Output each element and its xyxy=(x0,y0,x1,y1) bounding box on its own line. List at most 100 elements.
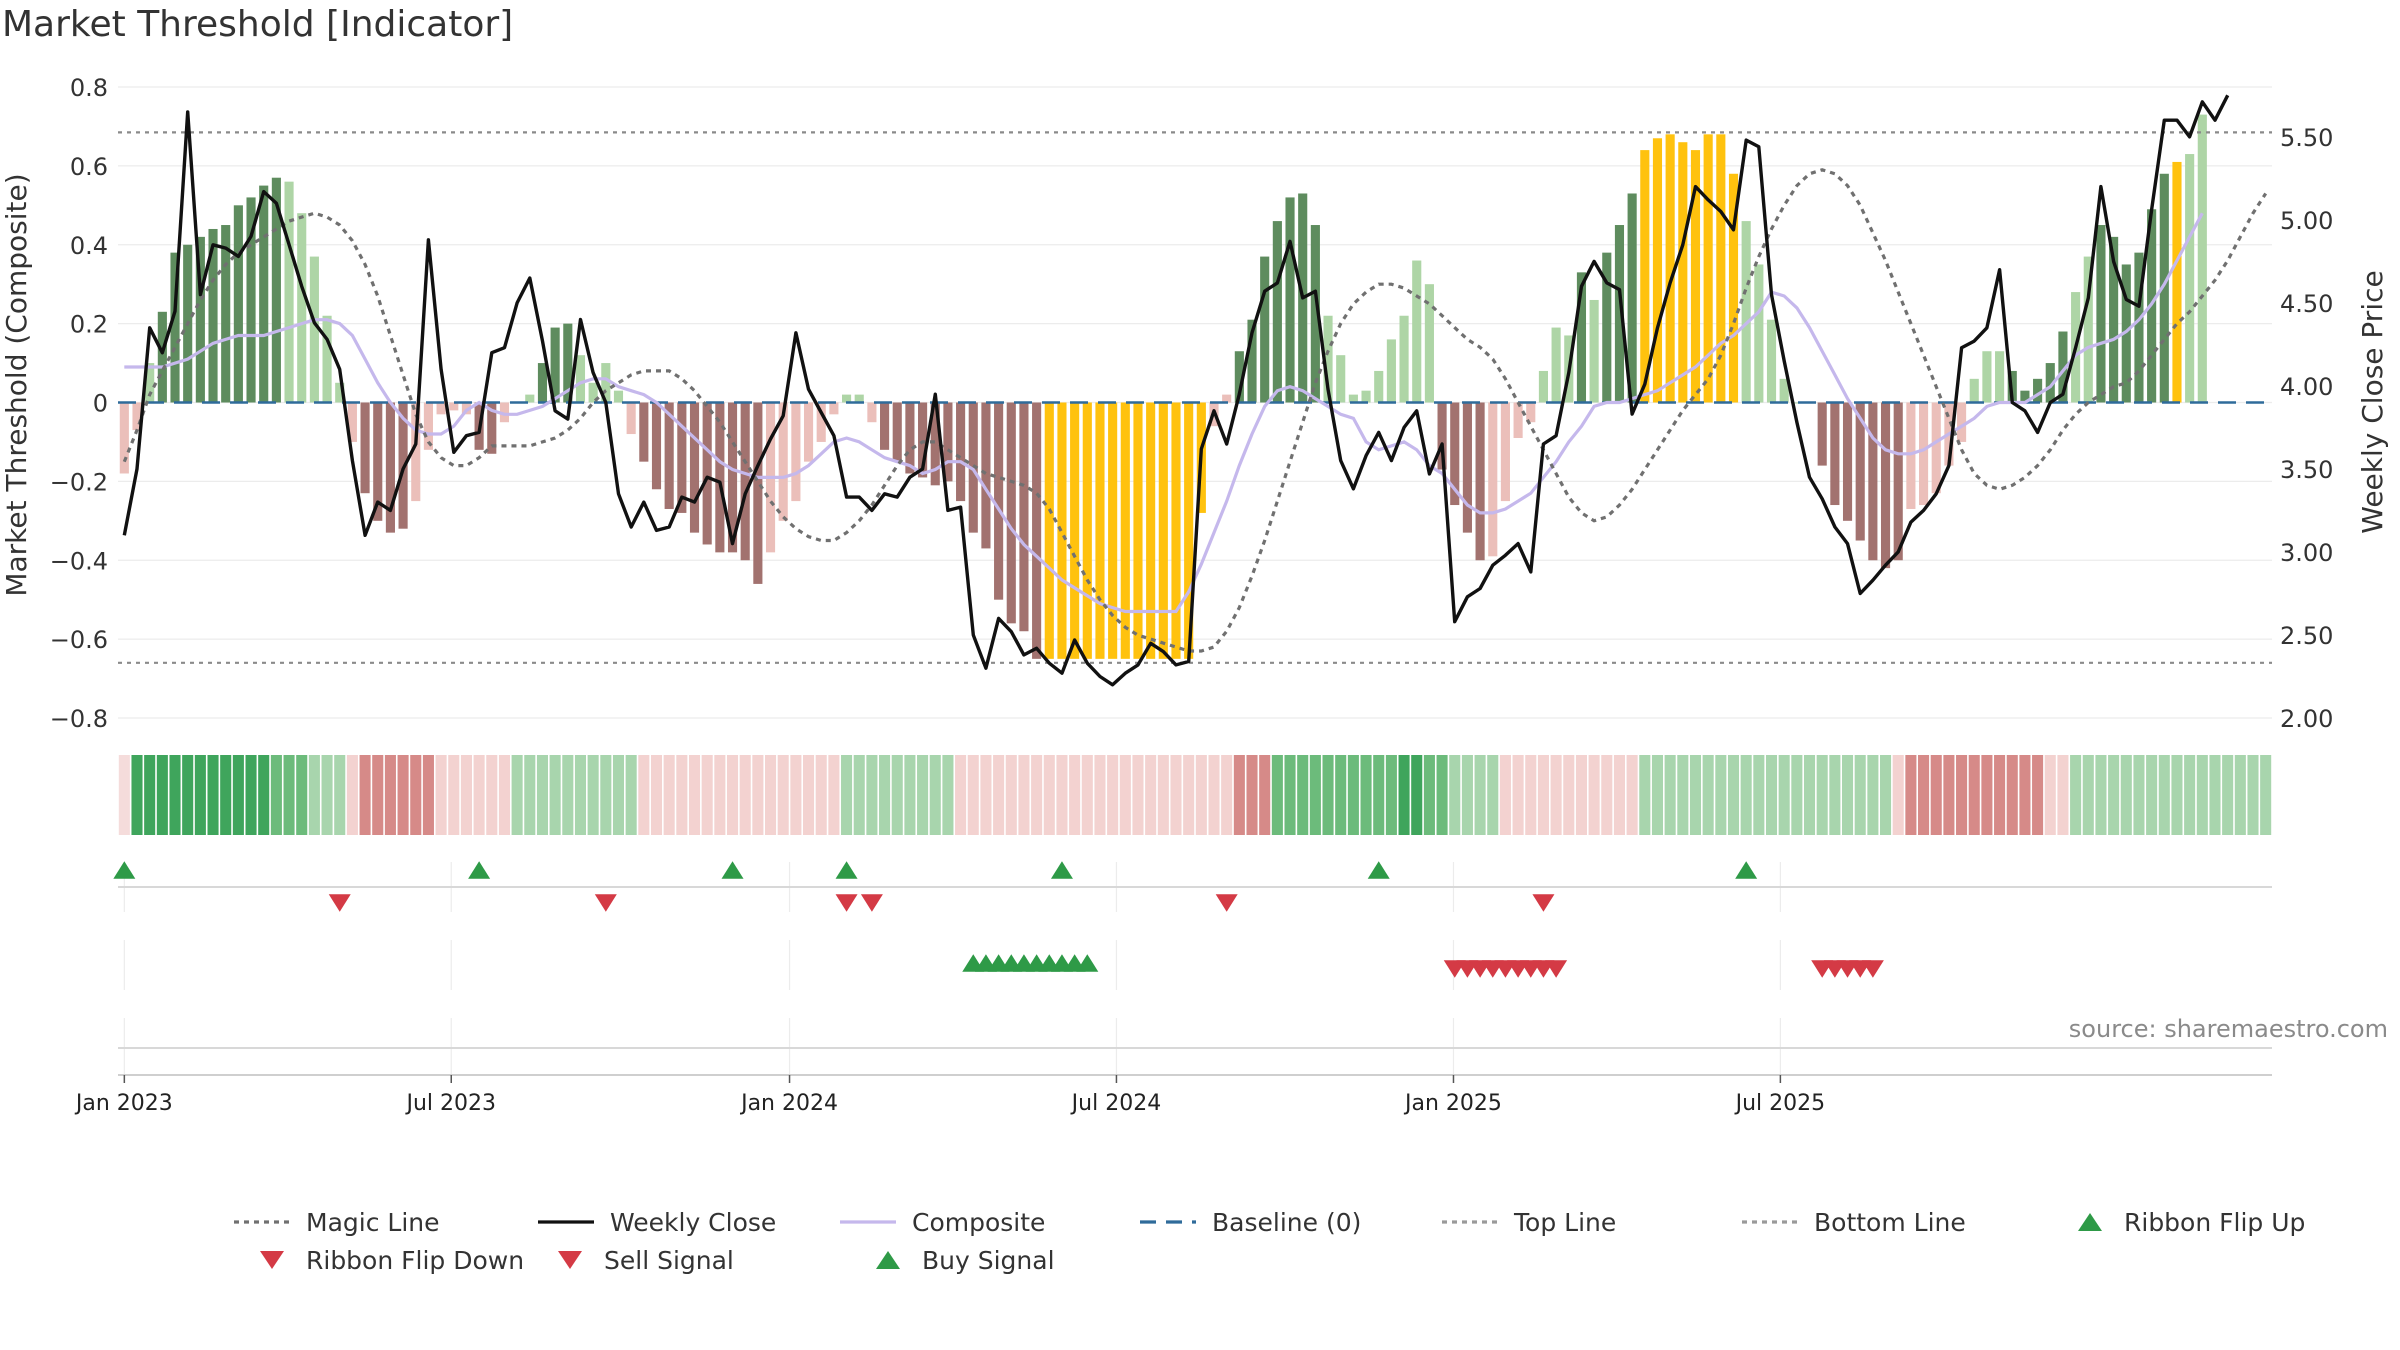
ribbon-flip-up-marker xyxy=(835,861,858,879)
threshold-bar xyxy=(2096,225,2106,403)
ribbon-segment xyxy=(1132,755,1144,835)
ribbon-flip-panel xyxy=(113,861,2272,912)
threshold-bar xyxy=(2121,264,2131,403)
threshold-bar xyxy=(233,205,243,403)
series-lines xyxy=(122,94,2268,687)
ribbon-segment xyxy=(2222,755,2234,835)
y-tick-label: 0.6 xyxy=(70,153,108,181)
legend-item: Ribbon Flip Up xyxy=(2070,1207,2305,1237)
threshold-bar xyxy=(1551,327,1561,403)
threshold-bar xyxy=(2185,154,2195,403)
y2-axis-label: Weekly Close Price xyxy=(2356,270,2389,533)
x-axis: Jan 2023 Jul 2023 Jan 2024 Jul 2024 Jan 2025… xyxy=(74,1075,1825,1116)
threshold-bar xyxy=(1082,402,1092,659)
ribbon-segment xyxy=(1512,755,1524,835)
y-tick-label: −0.4 xyxy=(50,547,108,575)
y2-tick-label: 2.00 xyxy=(2280,705,2333,733)
ribbon-segment xyxy=(334,755,346,835)
ribbon-segment xyxy=(574,755,587,835)
ribbon-segment xyxy=(676,755,688,835)
threshold-bar xyxy=(1830,402,1840,506)
threshold-bar xyxy=(1222,394,1232,403)
threshold-bar xyxy=(1906,402,1916,509)
ribbon-segment xyxy=(1715,755,1727,835)
ribbon-segment xyxy=(2070,755,2082,835)
ribbon-segment xyxy=(980,755,992,835)
ribbon-segment xyxy=(156,755,168,835)
threshold-bar xyxy=(677,402,687,513)
threshold-bar xyxy=(119,402,129,474)
ribbon-segment xyxy=(1221,755,1233,835)
ribbon-segment xyxy=(688,755,701,835)
threshold-bar xyxy=(1640,150,1650,403)
legend-swatch xyxy=(1140,1220,1196,1224)
ribbon-segment xyxy=(1765,755,1778,835)
legend-label: Top Line xyxy=(1514,1207,1617,1237)
ribbon-segment xyxy=(853,755,865,835)
threshold-bar xyxy=(436,402,446,415)
ribbon-segment xyxy=(1943,755,1955,835)
y2-tick-label: 2.50 xyxy=(2280,622,2333,650)
threshold-bar xyxy=(499,402,510,423)
threshold-bar xyxy=(1120,402,1130,659)
chart-area: 0.8 0.6 0.4 0.2 0 −0.2 −0.4 −0.6 −0.8 5.50 5.00 4.… xyxy=(0,74,2389,1116)
threshold-bar xyxy=(2172,161,2182,403)
threshold-bar xyxy=(601,363,611,403)
ribbon-segment xyxy=(625,755,637,835)
ribbon-segment xyxy=(1385,755,1397,835)
ribbon-segment xyxy=(321,755,333,835)
ribbon-flip-down-marker xyxy=(328,894,351,912)
threshold-bar xyxy=(1842,402,1853,521)
y-axis-label: Market Threshold (Composite) xyxy=(0,173,33,596)
threshold-bar xyxy=(1399,315,1409,403)
threshold-bar xyxy=(588,382,598,403)
ribbon-segment xyxy=(1854,755,1866,835)
signal-panel xyxy=(123,940,1884,990)
threshold-bar xyxy=(803,402,814,462)
threshold-bar xyxy=(347,402,357,442)
threshold-bar xyxy=(1488,402,1498,557)
ribbon-segment xyxy=(1246,755,1258,835)
ribbon-segment xyxy=(346,755,358,835)
threshold-bar xyxy=(613,390,624,403)
threshold-bar xyxy=(575,355,586,403)
x-tick-label: Jul 2025 xyxy=(1734,1091,1826,1116)
buy-signal-marker xyxy=(1076,954,1099,972)
ribbon-segment xyxy=(2108,755,2120,835)
ribbon-segment xyxy=(1651,755,1664,835)
legend-item: Magic Line xyxy=(232,1207,440,1237)
threshold-bar xyxy=(1589,299,1599,403)
ribbon-segment xyxy=(1145,755,1157,835)
legend-swatch xyxy=(558,1251,582,1269)
threshold-bar xyxy=(1323,315,1333,403)
ribbon-segment xyxy=(1195,755,1207,835)
ribbon-segment xyxy=(1373,755,1385,835)
ribbon-segment xyxy=(714,755,726,835)
ribbon-segment xyxy=(1842,755,1854,835)
threshold-bar xyxy=(1526,402,1536,423)
ribbon-segment xyxy=(815,755,827,835)
ribbon-segment xyxy=(612,755,625,835)
legend-swatch xyxy=(1742,1220,1798,1224)
ribbon-segment xyxy=(1411,755,1423,835)
ribbon-segment xyxy=(993,755,1005,835)
ribbon-flip-up-marker xyxy=(1367,861,1390,879)
sell-signal-marker xyxy=(1545,960,1568,978)
threshold-bar xyxy=(829,402,839,415)
ribbon-segment xyxy=(638,755,650,835)
ribbon-segment xyxy=(967,755,979,835)
threshold-bar xyxy=(1475,402,1485,561)
threshold-bar xyxy=(2134,252,2144,403)
threshold-bar xyxy=(1044,402,1054,659)
ribbon-segment xyxy=(739,755,751,835)
y-tick-label: 0 xyxy=(93,390,108,418)
ribbon-segment xyxy=(169,755,181,835)
threshold-bar xyxy=(1868,402,1878,561)
ribbon-segment xyxy=(1322,755,1334,835)
ribbon-segment xyxy=(1271,755,1283,835)
threshold-bar xyxy=(1969,378,1979,403)
threshold-bar xyxy=(2020,390,2030,403)
ribbon-segment xyxy=(270,755,282,835)
threshold-bar xyxy=(715,402,725,553)
ribbon-segment xyxy=(1284,755,1296,835)
